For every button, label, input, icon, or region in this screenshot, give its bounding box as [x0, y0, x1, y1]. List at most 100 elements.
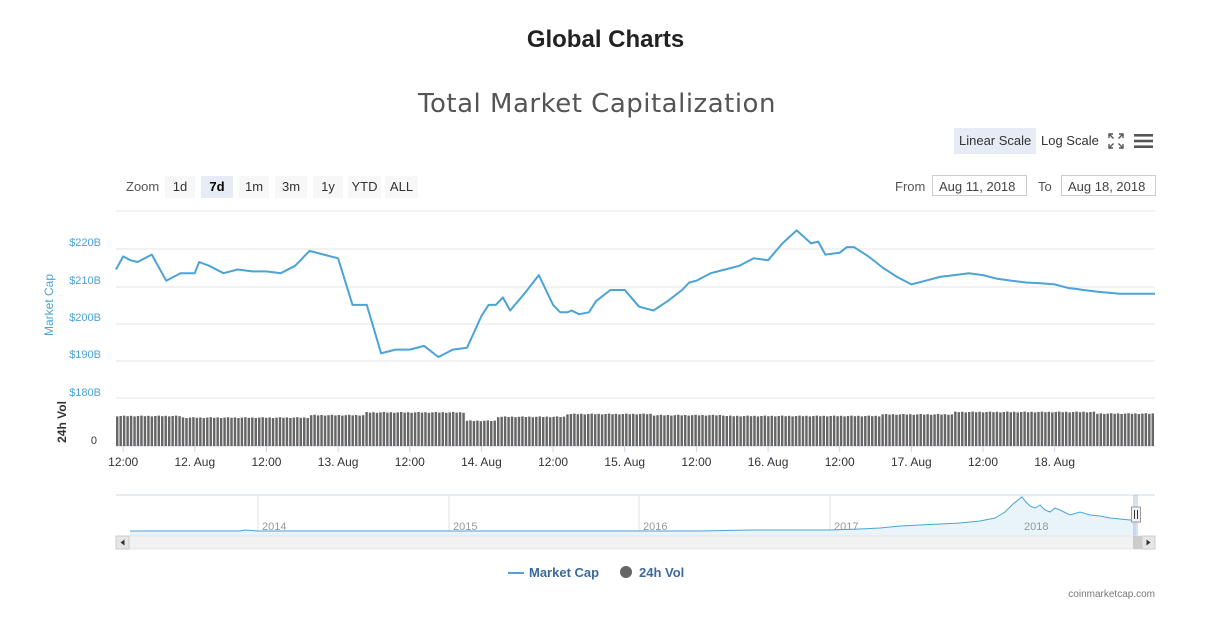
zoom-all-button[interactable]: ALL	[385, 176, 418, 198]
scroll-right-button[interactable]	[1141, 535, 1156, 550]
zoom-ytd-button[interactable]: YTD	[348, 176, 381, 198]
volume-bar	[843, 416, 846, 446]
volume-bar	[538, 416, 541, 446]
volume-bar	[258, 417, 261, 446]
scrollbar-track[interactable]	[115, 535, 1156, 550]
volume-bar	[399, 412, 403, 446]
navigator-handle-box[interactable]	[1131, 506, 1141, 523]
volume-bar	[344, 415, 348, 446]
volume-bar	[1061, 412, 1064, 446]
y-axis-title: Market Cap	[42, 274, 56, 336]
menu-icon[interactable]	[1134, 133, 1153, 149]
volume-bar	[354, 415, 358, 446]
volume-bar	[1120, 414, 1123, 446]
volume-bar	[832, 415, 836, 446]
volume-bar	[1099, 413, 1103, 446]
volume-bar	[483, 420, 486, 446]
volume-bar	[1151, 413, 1154, 446]
volume-bar	[1058, 411, 1061, 446]
volume-bar	[230, 417, 233, 446]
scrollbar[interactable]	[115, 535, 1156, 550]
volume-bar	[1044, 412, 1047, 446]
x-tick-label: 13. Aug	[318, 455, 359, 469]
volume-bar	[999, 412, 1002, 446]
volume-bar	[857, 415, 860, 446]
zoom-1y-button[interactable]: 1y	[313, 176, 343, 198]
volume-bar	[909, 414, 912, 446]
volume-bar	[718, 415, 722, 446]
volume-bar	[296, 417, 299, 446]
from-date-input[interactable]: Aug 11, 2018	[932, 175, 1027, 196]
volume-bar	[670, 415, 673, 446]
volume-bar	[694, 414, 697, 446]
volume-bar	[462, 412, 465, 446]
volume-bar	[458, 412, 462, 446]
volume-bar	[337, 415, 341, 446]
volume-bar	[964, 412, 967, 446]
volume-bar	[822, 415, 825, 446]
zoom-1m-button[interactable]: 1m	[239, 176, 269, 198]
volume-bar	[358, 415, 361, 446]
zoom-1d-button[interactable]: 1d	[165, 176, 195, 198]
scroll-left-button[interactable]	[115, 535, 130, 550]
volume-bar	[1002, 412, 1006, 446]
volume-bar	[749, 416, 753, 446]
volume-bar	[580, 413, 583, 446]
volume-bar	[1092, 411, 1096, 446]
volume-bar	[940, 414, 943, 446]
volume-bar	[476, 420, 479, 446]
legend-circle-icon	[620, 566, 632, 578]
volume-bar	[981, 412, 985, 446]
log-scale-button[interactable]: Log Scale	[1041, 133, 1099, 148]
volume-bar	[933, 414, 936, 446]
credit-link[interactable]: coinmarketcap.com	[1068, 589, 1155, 600]
volume-bar	[382, 412, 386, 446]
linear-scale-button[interactable]: Linear Scale	[954, 128, 1037, 154]
volume-bar	[919, 414, 922, 446]
volume-bar	[722, 415, 725, 446]
volume-bar	[1134, 413, 1137, 446]
x-tick-label: 16. Aug	[748, 455, 789, 469]
volume-bar	[275, 417, 278, 446]
legend-market-cap[interactable]: Market Cap	[529, 565, 600, 580]
volume-bar	[666, 415, 670, 446]
volume-bar	[472, 421, 476, 446]
volume-bar	[455, 412, 458, 446]
volume-bar	[285, 417, 289, 446]
volume-bar	[1026, 412, 1030, 446]
zoom-3m-button[interactable]: 3m	[275, 176, 307, 198]
volume-bar	[424, 412, 427, 446]
volume-bar	[438, 412, 441, 446]
volume-bar	[1103, 414, 1106, 446]
volume-bar	[244, 417, 247, 446]
scrollbar-thumb[interactable]	[1133, 536, 1142, 549]
volume-bar	[995, 411, 999, 446]
volume-bar	[119, 416, 122, 446]
volume-bar	[517, 416, 521, 446]
volume-bar	[1148, 413, 1151, 446]
volume-bar	[261, 417, 264, 446]
y-tick-label: $190B	[69, 349, 101, 361]
volume-bar	[521, 416, 524, 446]
navigator-handle[interactable]	[1131, 506, 1141, 523]
to-date-input[interactable]: Aug 18, 2018	[1061, 175, 1156, 196]
volume-bar	[652, 415, 656, 446]
volume-bar	[916, 414, 919, 446]
volume-bar	[209, 417, 212, 446]
volume-bar	[299, 417, 303, 446]
fullscreen-icon[interactable]	[1108, 133, 1124, 149]
chart-title: Total Market Capitalization	[418, 89, 776, 119]
volume-bar	[853, 416, 857, 446]
volume-bar	[375, 412, 379, 446]
zoom-7d-button[interactable]: 7d	[201, 176, 233, 198]
volume-bar	[1085, 412, 1089, 446]
chevron-right-icon	[1146, 539, 1151, 546]
volume-bar	[199, 417, 202, 446]
volume-bar	[902, 414, 905, 446]
volume-bar	[147, 415, 150, 446]
x-tick-label: 17. Aug	[891, 455, 932, 469]
volume-bar	[659, 414, 663, 446]
volume-bar	[1019, 412, 1023, 446]
legend-24h-vol[interactable]: 24h Vol	[639, 565, 685, 580]
volume-bar	[860, 416, 864, 446]
